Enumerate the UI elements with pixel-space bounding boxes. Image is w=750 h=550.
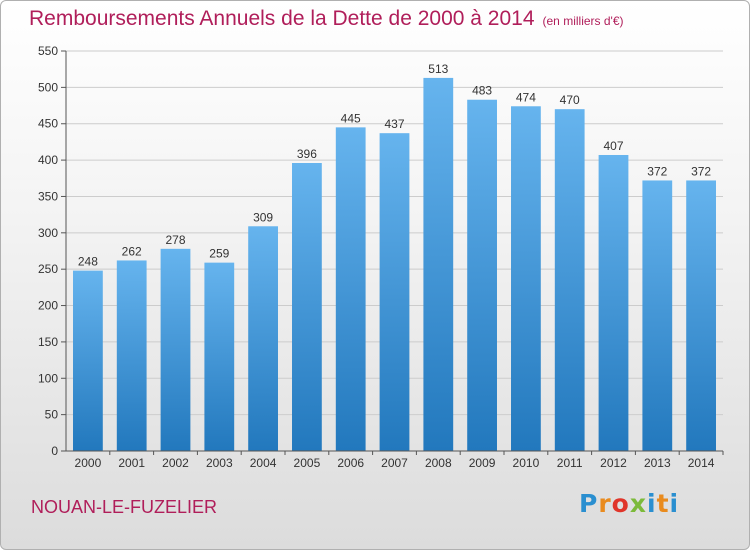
x-tick-label: 2003 <box>206 456 233 470</box>
x-tick-label: 2006 <box>337 456 364 470</box>
logo-letter: t <box>656 489 670 518</box>
logo-letter: i <box>647 489 657 518</box>
x-tick-label: 2010 <box>513 456 540 470</box>
bar-value-label: 248 <box>78 255 98 269</box>
x-tick-label: 2012 <box>600 456 627 470</box>
bar-2010 <box>511 106 541 451</box>
bar-2011 <box>554 109 585 451</box>
bar-value-label: 437 <box>384 117 404 131</box>
x-tick-label: 2014 <box>688 456 715 470</box>
bar-2008 <box>423 77 454 451</box>
y-tick-label: 100 <box>38 371 58 385</box>
x-tick-label: 2001 <box>118 456 145 470</box>
bar-2005 <box>292 163 322 451</box>
bar-2002 <box>160 248 191 451</box>
bar-value-label: 470 <box>560 93 580 107</box>
bar-2004 <box>248 226 278 451</box>
bar-value-label: 483 <box>472 84 492 98</box>
y-tick-label: 250 <box>38 262 58 276</box>
chart-title: Remboursements Annuels de la Dette de 20… <box>29 7 624 31</box>
chart-subtitle: (en milliers d'€) <box>542 14 624 28</box>
bar-value-label: 309 <box>253 210 273 224</box>
bars: 248 262 278 259 309 396 445 437 513 483 474 470 407 3… <box>73 62 716 452</box>
bar-value-label: 372 <box>691 164 711 178</box>
bar-value-label: 372 <box>647 164 667 178</box>
bar-2007 <box>379 133 410 451</box>
logo-letter: r <box>598 489 612 518</box>
bar-value-label: 262 <box>122 244 142 258</box>
x-tick-label: 2000 <box>75 456 102 470</box>
chart-title-text: Remboursements Annuels de la Dette de 20… <box>29 7 535 30</box>
logo-letter: o <box>611 489 630 518</box>
x-tick-label: 2002 <box>162 456 189 470</box>
bar-value-label: 445 <box>341 111 361 125</box>
y-tick-label: 450 <box>38 117 58 131</box>
y-tick-label: 400 <box>38 153 58 167</box>
bar-value-label: 407 <box>603 139 623 153</box>
y-tick-label: 0 <box>51 444 58 458</box>
bar-2003 <box>204 262 235 451</box>
y-tick-label: 150 <box>38 335 58 349</box>
bar-value-label: 396 <box>297 147 317 161</box>
y-tick-label: 500 <box>38 80 58 94</box>
x-tick-label: 2004 <box>250 456 277 470</box>
bar-value-label: 513 <box>428 62 448 76</box>
bar-2013 <box>642 180 673 452</box>
logo-letter: i <box>669 489 680 518</box>
place-name: NOUAN-LE-FUZELIER <box>31 497 218 517</box>
y-tick-label: 550 <box>38 44 58 58</box>
logo-letter: P <box>579 489 599 518</box>
proxiti-logo: Proxiti <box>579 489 679 518</box>
y-tick-label: 300 <box>38 226 58 240</box>
bar-2006 <box>335 127 366 451</box>
bar-2012 <box>598 155 629 451</box>
x-tick-label: 2008 <box>425 456 452 470</box>
y-tick-label: 200 <box>38 299 58 313</box>
x-tick-label: 2007 <box>381 456 408 470</box>
y-tick-label: 50 <box>45 408 59 422</box>
logo-letter: x <box>629 489 647 518</box>
x-tick-label: 2005 <box>294 456 321 470</box>
x-tick-label: 2013 <box>644 456 671 470</box>
bar-value-label: 474 <box>516 90 536 104</box>
bar-2000 <box>73 270 103 451</box>
bar-2014 <box>686 180 716 452</box>
x-tick-label: 2011 <box>557 456 583 470</box>
x-tick-label: 2009 <box>469 456 496 470</box>
bar-2009 <box>467 99 497 452</box>
axes: 0 50 100 150 200 250 300 350 400 450 500 550 2000 200… <box>38 44 724 470</box>
bar-value-label: 278 <box>165 233 185 247</box>
y-tick-label: 350 <box>38 189 58 203</box>
bar-2001 <box>116 260 147 451</box>
bar-value-label: 259 <box>209 247 229 261</box>
